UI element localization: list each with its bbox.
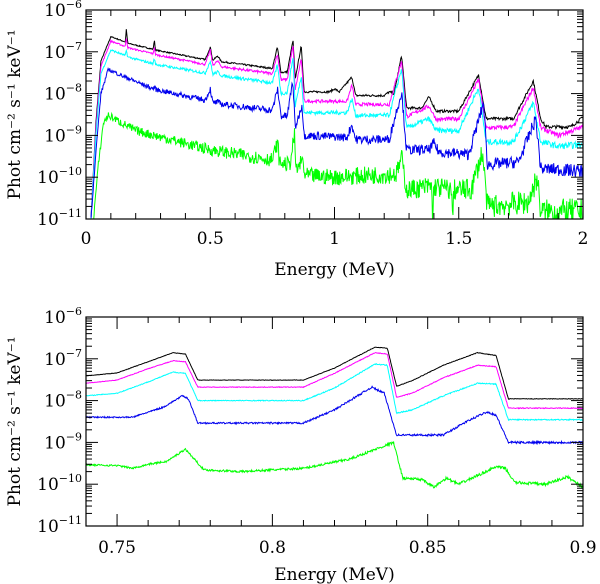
y-tick-label: 10−10 (37, 165, 82, 188)
y-tick-exponent: −9 (66, 123, 82, 136)
y-tick-base: 10 (44, 43, 66, 63)
series-line-4 (86, 441, 583, 489)
y-tick-base: 10 (44, 1, 66, 21)
x-tick-label: 0 (81, 229, 92, 249)
y-tick-base: 10 (37, 475, 59, 495)
y-tick-label: 10−9 (44, 430, 82, 453)
plot-frame (85, 316, 584, 527)
series-line-1 (86, 352, 583, 410)
series-line-2 (90, 48, 583, 219)
y-tick-label: 10−11 (37, 207, 82, 230)
y-tick-exponent: −11 (59, 514, 82, 527)
y-tick-exponent: −9 (66, 430, 82, 443)
series-line-0 (90, 29, 583, 219)
x-tick-label: 0.75 (98, 538, 136, 558)
x-tick-label: 0.5 (197, 229, 224, 249)
y-tick-base: 10 (44, 433, 66, 453)
y-tick-base: 10 (37, 168, 59, 188)
x-axis-title: Energy (MeV) (274, 565, 394, 584)
y-tick-base: 10 (44, 392, 66, 412)
y-tick-base: 10 (44, 126, 66, 146)
y-tick-label: 10−8 (44, 82, 82, 105)
series-line-3 (90, 67, 583, 218)
y-tick-base: 10 (37, 517, 59, 537)
top-panel-full-range: 0 0.5 1 1.5 210−610−710−810−910−1010−11Energ… (5, 0, 588, 280)
y-tick-label: 10−8 (44, 389, 82, 412)
series-line-1 (90, 38, 583, 219)
y-tick-label: 10−6 (44, 0, 82, 21)
y-tick-base: 10 (44, 350, 66, 370)
x-tick-label: 1.5 (445, 229, 472, 249)
series-line-2 (86, 363, 583, 422)
x-tick-label: 0.85 (409, 538, 447, 558)
y-tick-base: 10 (44, 308, 66, 328)
x-tick-label: 1 (329, 229, 340, 249)
y-axis-title: Phot cm⁻² s⁻¹ keV⁻¹ (5, 29, 25, 199)
x-tick-label: 2 (578, 229, 589, 249)
y-tick-exponent: −8 (66, 82, 82, 95)
y-tick-exponent: −7 (66, 40, 82, 53)
y-tick-exponent: −11 (59, 207, 82, 220)
x-axis-title: Energy (MeV) (274, 260, 394, 280)
y-tick-base: 10 (37, 210, 59, 230)
y-tick-exponent: −7 (66, 347, 82, 360)
y-tick-label: 10−7 (44, 347, 82, 370)
x-tick-label: 0.9 (569, 538, 596, 558)
y-tick-label: 10−11 (37, 514, 82, 537)
y-tick-exponent: −6 (66, 0, 82, 11)
y-tick-label: 10−7 (44, 40, 82, 63)
y-tick-exponent: −10 (59, 472, 82, 485)
y-tick-exponent: −6 (66, 305, 82, 318)
y-axis-title: Phot cm⁻² s⁻¹ keV⁻¹ (5, 336, 25, 506)
y-tick-exponent: −10 (59, 165, 82, 178)
y-tick-exponent: −8 (66, 389, 82, 402)
series-line-3 (86, 385, 583, 446)
series-line-0 (86, 346, 583, 400)
y-tick-label: 10−6 (44, 305, 82, 328)
y-tick-label: 10−9 (44, 123, 82, 146)
plot-frame (85, 9, 584, 220)
bottom-panel-zoom: 0.75 0.8 0.85 0.910−610−710−810−910−1010−11… (5, 305, 597, 584)
x-tick-label: 0.8 (259, 538, 286, 558)
y-tick-base: 10 (44, 85, 66, 105)
series-line-4 (93, 111, 583, 219)
y-tick-label: 10−10 (37, 472, 82, 495)
